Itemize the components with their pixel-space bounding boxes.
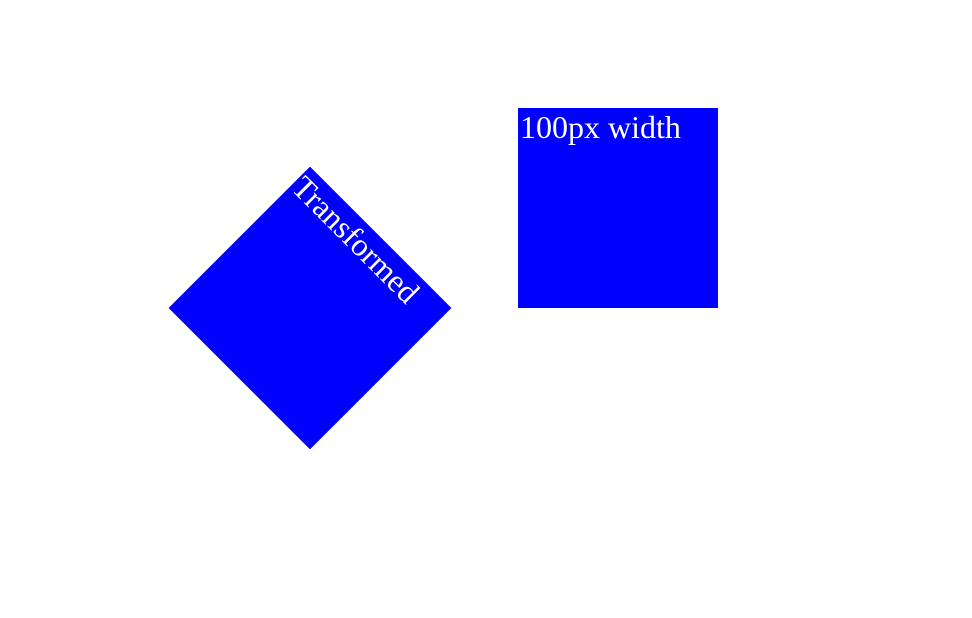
width-box: 100px width: [518, 108, 718, 308]
width-box-label: 100px width: [520, 109, 681, 145]
transformed-box: Transformed: [168, 166, 452, 450]
transformed-box-label: Transformed: [285, 168, 427, 311]
